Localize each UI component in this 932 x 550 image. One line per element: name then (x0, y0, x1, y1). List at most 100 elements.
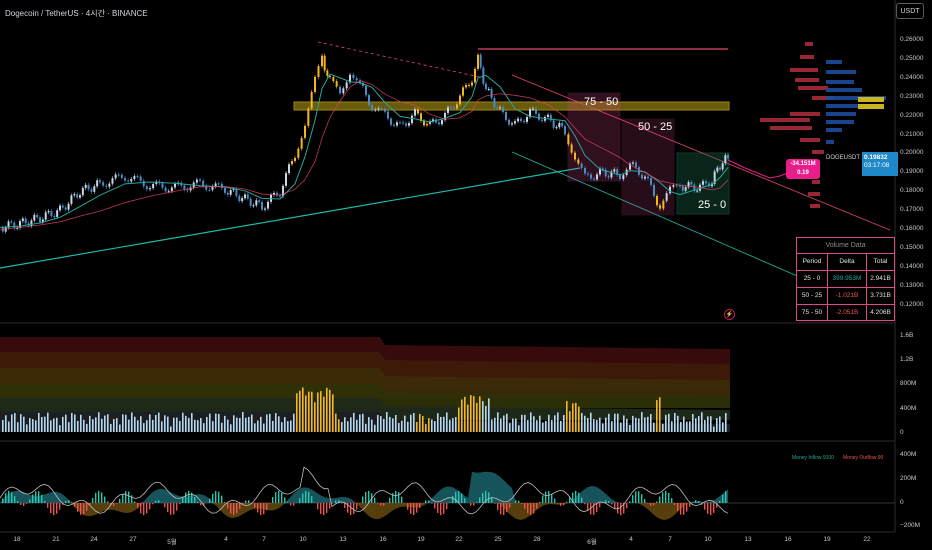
sell-order-bar (790, 68, 818, 72)
volume-bar (77, 420, 79, 432)
flow-bar (434, 503, 436, 509)
volume-bar (242, 412, 244, 432)
flow-bar (596, 503, 598, 512)
time-tick: 13 (339, 536, 347, 543)
flow-bar (302, 493, 304, 503)
volume-bar (353, 412, 355, 432)
volume-bar (704, 419, 706, 432)
candle (679, 185, 681, 187)
flow-bar (128, 491, 130, 503)
flow-bar (572, 492, 574, 503)
volume-bar (14, 413, 16, 432)
volume-bar (674, 412, 676, 432)
candle (56, 210, 59, 217)
flow-bar (185, 492, 187, 503)
volume-bar (152, 419, 154, 432)
volume-bar (122, 414, 124, 432)
flow-bar (392, 493, 394, 503)
volume-bar (518, 425, 520, 432)
flow-tick: 0 (900, 499, 904, 506)
candle (87, 184, 90, 190)
candle (377, 108, 380, 110)
candle (220, 183, 223, 188)
volume-bar (95, 417, 97, 432)
volume-bar (281, 422, 283, 432)
flow-oscillator-line (0, 466, 729, 515)
candle (459, 95, 461, 105)
flow-bar (362, 496, 364, 503)
flow-bar (707, 503, 709, 514)
volume-bar (134, 416, 136, 432)
flow-bar (692, 502, 694, 503)
flow-bar (614, 503, 616, 510)
flow-bar (35, 491, 37, 503)
volume-bar (578, 406, 580, 432)
candle (414, 109, 416, 116)
flow-bar (527, 503, 529, 514)
flow-bar (410, 503, 412, 515)
volume-bar (497, 412, 499, 432)
candle (4, 227, 7, 232)
flow-bar (200, 503, 202, 506)
flow-bar (668, 492, 670, 503)
flow-bar (236, 503, 238, 514)
lightning-icon[interactable]: ⚡ (724, 309, 735, 320)
candle (721, 163, 724, 170)
candle (580, 163, 583, 168)
volume-bar (671, 421, 673, 432)
candle (555, 127, 558, 129)
candle (19, 221, 21, 228)
candle (438, 122, 440, 125)
candle (39, 217, 41, 223)
volume-bar (638, 418, 640, 432)
flow-bar (164, 503, 166, 508)
volume-bar (620, 422, 622, 432)
volume-bar (533, 416, 535, 432)
volume-bar (356, 419, 358, 432)
candle (161, 183, 164, 188)
volume-bar (290, 420, 292, 432)
flow-bar (458, 490, 460, 503)
volume-bar (131, 412, 133, 432)
flow-bar (545, 491, 547, 503)
flow-bar (50, 503, 52, 514)
moving-average-fast (0, 73, 729, 228)
candle (647, 176, 649, 179)
volume-bar (335, 413, 337, 432)
candle (252, 205, 255, 207)
flow-bar (170, 503, 172, 515)
volume-bar (299, 390, 301, 432)
volume-bar (212, 421, 214, 432)
flow-bar (119, 498, 121, 503)
volume-bar (227, 419, 229, 432)
candle (53, 216, 56, 218)
currency-button[interactable]: USDT (896, 3, 924, 19)
volume-bar (110, 423, 112, 432)
flow-bar (710, 503, 712, 516)
time-tick: 25 (494, 536, 502, 543)
volume-bar (254, 423, 256, 432)
buy-order-bar (826, 140, 834, 144)
time-tick: 5월 (167, 539, 177, 546)
volume-bar (692, 414, 694, 432)
flow-bar (587, 503, 589, 511)
volume-bar (530, 412, 532, 432)
flow-bar (71, 502, 73, 503)
candle (255, 200, 258, 206)
flow-bar (104, 496, 106, 503)
volume-bar (314, 402, 316, 432)
candle (511, 123, 513, 125)
flow-bar (263, 503, 265, 515)
volume-bar (629, 425, 631, 432)
volume-bar (455, 417, 457, 432)
flow-bar (20, 503, 22, 505)
volume-bar (197, 420, 199, 432)
flow-bar (356, 503, 358, 510)
flow-bar (212, 493, 214, 503)
volume-bar (371, 419, 373, 432)
volume-bar (626, 418, 628, 432)
candle (170, 187, 173, 192)
candle (672, 185, 675, 187)
candle (616, 169, 619, 175)
